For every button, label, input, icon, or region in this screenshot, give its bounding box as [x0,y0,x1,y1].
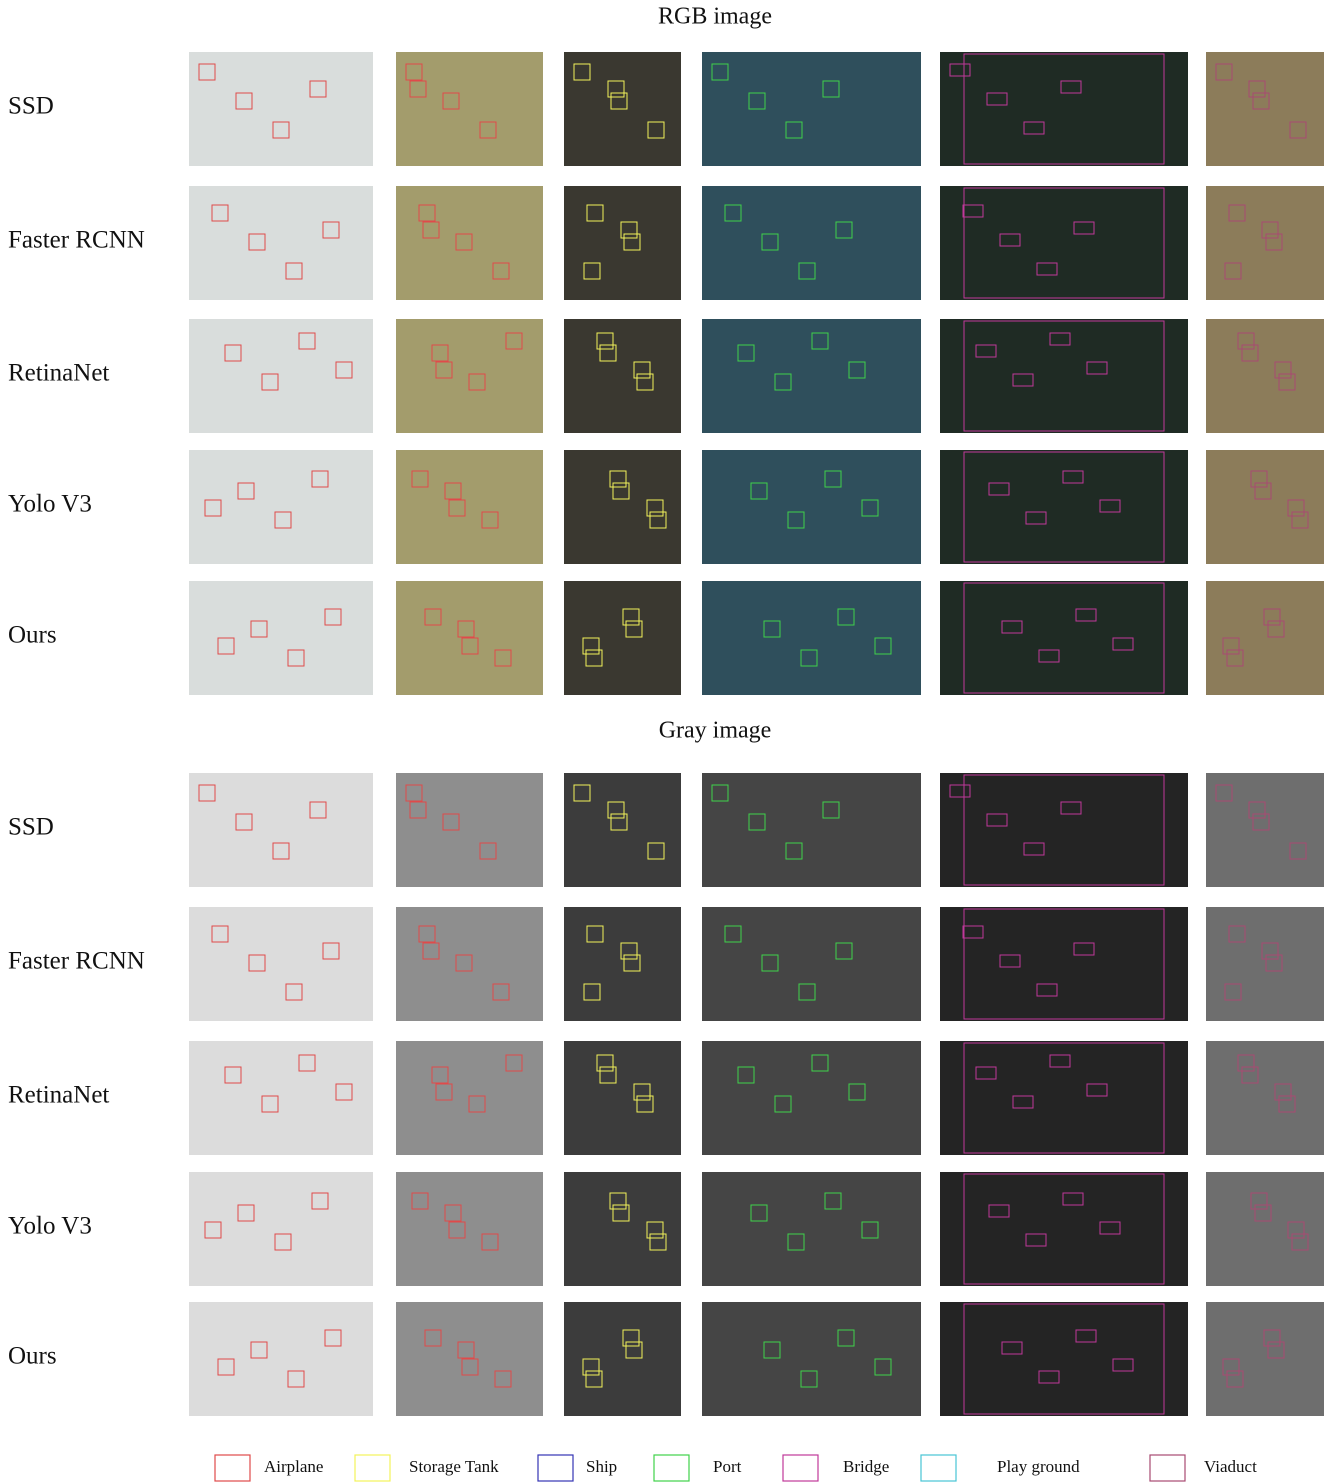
row-label: Faster RCNN [8,227,145,254]
result-image [564,319,681,433]
section-title: RGB image [658,4,772,30]
legend-label: Viaduct [1204,1457,1257,1476]
result-image [940,1172,1188,1286]
legend-label: Storage Tank [409,1457,499,1476]
legend-swatch [654,1455,689,1481]
result-image [940,52,1188,166]
row-label: Yolo V3 [8,1213,92,1240]
result-image [940,450,1188,564]
legend-swatch [538,1455,573,1481]
result-image [189,186,373,300]
result-image [702,773,921,887]
legend-label: Bridge [843,1457,889,1476]
result-image [940,1041,1188,1155]
result-image [396,773,543,887]
result-image [564,907,681,1021]
result-image [396,907,543,1021]
row-label: Yolo V3 [8,491,92,518]
result-image [189,1172,373,1286]
result-image [702,186,921,300]
result-image [940,1302,1188,1416]
result-image [189,581,373,695]
row-label: SSD [8,93,54,120]
result-image [189,907,373,1021]
row-label: RetinaNet [8,360,109,387]
row-label: RetinaNet [8,1082,109,1109]
result-image [1206,907,1324,1021]
result-image [1206,1172,1324,1286]
result-image [564,581,681,695]
result-image [702,1172,921,1286]
result-image [702,52,921,166]
result-image [396,186,543,300]
result-image [1206,450,1324,564]
legend-label: Port [713,1457,742,1476]
result-image [702,907,921,1021]
result-image [189,773,373,887]
result-image [189,52,373,166]
page: RGB image SSD Faster RCNN RetinaNet Yolo V3 O… [0,0,1330,1484]
result-image [940,907,1188,1021]
result-image [396,450,543,564]
result-image [1206,186,1324,300]
result-image [396,52,543,166]
legend-swatch [1150,1455,1185,1481]
result-image [940,319,1188,433]
legend-label: Airplane [264,1457,323,1476]
row-label: Ours [8,1343,57,1370]
legend-label: Play ground [997,1457,1080,1476]
result-image [396,1172,543,1286]
legend-swatch [215,1455,250,1481]
result-image [564,186,681,300]
legend-label: Ship [586,1457,617,1476]
row-label: Faster RCNN [8,948,145,975]
result-image [1206,319,1324,433]
result-image [564,1302,681,1416]
figure: RGB image SSD Faster RCNN RetinaNet Yolo V3 O… [0,0,1330,1484]
legend-swatch [921,1455,956,1481]
result-image [564,1041,681,1155]
section-title: Gray image [659,718,772,744]
result-image [189,1302,373,1416]
legend-swatch [783,1455,818,1481]
result-image [189,1041,373,1155]
legend-swatch [355,1455,390,1481]
result-image [940,773,1188,887]
result-image [1206,1041,1324,1155]
result-image [702,450,921,564]
result-image [940,581,1188,695]
result-image [189,319,373,433]
row-label: Ours [8,622,57,649]
result-image [189,450,373,564]
row-label: SSD [8,814,54,841]
result-image [940,186,1188,300]
